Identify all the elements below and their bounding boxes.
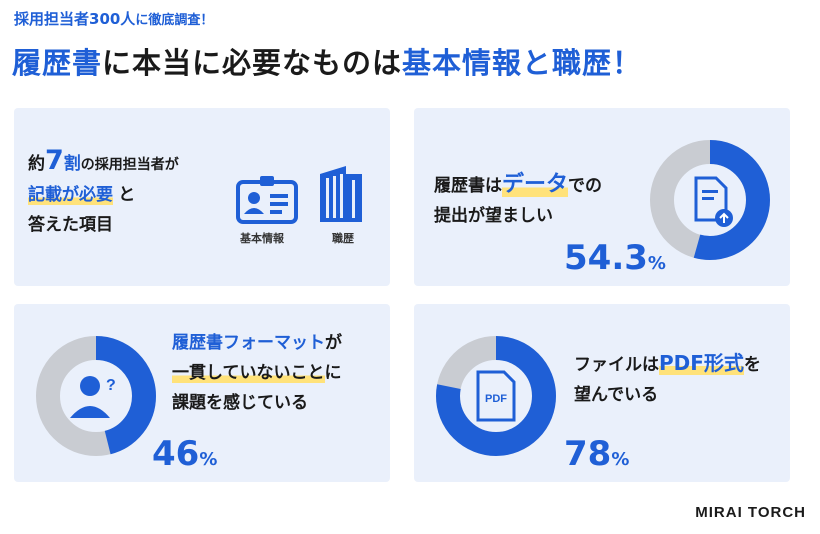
card4-line1: ファイルはPDF形式を [574, 351, 761, 375]
card-pdf-format: PDF ファイルはPDF形式を 望んでいる 78% [414, 304, 790, 482]
card-format-inconsistency: ? 履歴書フォーマットが 一貫していないことに 課題を感じている 46% [14, 304, 390, 482]
subtitle-main: 採用担当者300人 [14, 10, 136, 28]
card4-line2: 望んでいる [574, 385, 659, 405]
card1-text: 約7割の採用担当者が 記載が必要 と 答えた項目 [28, 146, 179, 240]
card3-text: 履歴書フォーマットが 一貫していないことに 課題を感じている [172, 328, 342, 418]
card3-line1: 履歴書フォーマットが [172, 333, 342, 353]
title-part2: に本当に必要なものは [102, 46, 403, 80]
card2-text: 履歴書はデータでの 提出が望ましい [434, 170, 602, 231]
donut-chart-4: PDF [436, 336, 556, 456]
card1-line2: 記載が必要 と [28, 185, 136, 205]
survey-subtitle: 採用担当者300人に徹底調査！ [14, 8, 213, 29]
title-part4: ！ [612, 46, 643, 80]
title-part3: 基本情報と職歴 [402, 46, 613, 80]
subtitle-rest: に徹底調査！ [135, 13, 214, 28]
card2-percent: 54.3% [564, 238, 666, 278]
card4-percent: 78% [564, 434, 630, 474]
person-question-icon: ? [70, 376, 116, 418]
pdf-file-icon: PDF [476, 370, 516, 422]
card1-line1: 約7割の採用担当者が [28, 145, 179, 176]
card3-line3: 課題を感じている [172, 393, 308, 413]
svg-text:?: ? [106, 377, 116, 394]
title-part1: 履歴書 [12, 46, 103, 80]
building-icon [320, 166, 362, 222]
donut3-arc [36, 336, 156, 456]
card3-line2: 一貫していないことに [172, 363, 342, 383]
card1-line3: 答えた項目 [28, 215, 113, 235]
icon1-label: 基本情報 [240, 232, 284, 245]
card-data-submission: 履歴書はデータでの 提出が望ましい 54.3% [414, 108, 790, 286]
card-required-items: 約7割の採用担当者が 記載が必要 と 答えた項目 基本情報 職歴 [14, 108, 390, 286]
document-upload-icon [694, 176, 733, 227]
card1-number: 7 [45, 145, 64, 176]
id-card-icon [236, 176, 298, 224]
card2-line2: 提出が望ましい [434, 206, 553, 226]
card3-percent: 46% [152, 434, 218, 474]
donut4-arc [436, 336, 556, 456]
donut2-arc [650, 140, 770, 260]
page-title: 履歴書に本当に必要なものは基本情報と職歴！ [12, 40, 642, 82]
card4-text: ファイルはPDF形式を 望んでいる [574, 348, 761, 410]
card2-line1: 履歴書はデータでの [434, 172, 603, 197]
icon2-label: 職歴 [332, 232, 354, 245]
donut-chart-2 [650, 140, 770, 260]
brand-logo: MIRAI TORCH [695, 504, 806, 521]
donut-chart-3: ? [36, 336, 156, 456]
pdf-icon-text: PDF [485, 393, 507, 405]
